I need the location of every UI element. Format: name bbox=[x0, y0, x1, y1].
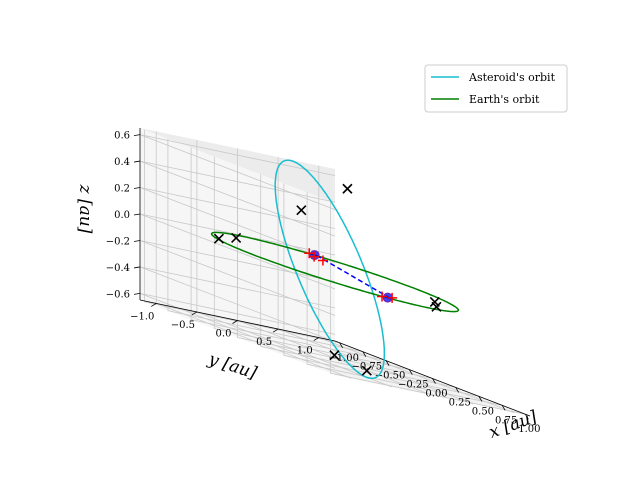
x-tick-label: 0.25 bbox=[449, 397, 471, 408]
line-of-nodes bbox=[317, 255, 391, 299]
grid-x bbox=[329, 201, 526, 415]
legend-label-asteroid: Asteroid's orbit bbox=[468, 71, 556, 84]
y-tick-label: −0.5 bbox=[171, 320, 195, 331]
y-tick-label: −1.0 bbox=[130, 311, 154, 322]
z-tick bbox=[133, 266, 141, 269]
series-asteroid-orbit bbox=[274, 159, 386, 380]
z-tick bbox=[133, 213, 141, 216]
grid-x bbox=[167, 138, 363, 353]
x-tick bbox=[478, 396, 483, 402]
z-tick bbox=[133, 134, 141, 137]
legend: Asteroid's orbit Earth's orbit bbox=[424, 64, 568, 113]
grid-x bbox=[260, 174, 456, 388]
z-tick bbox=[133, 160, 141, 163]
y-tick bbox=[191, 311, 198, 316]
x-tick-label: −0.75 bbox=[352, 362, 383, 373]
grid-x bbox=[283, 183, 479, 397]
axes-panes bbox=[140, 128, 530, 416]
x-tick-label: 0.50 bbox=[472, 406, 494, 417]
legend-box bbox=[424, 64, 568, 113]
x-tick bbox=[362, 351, 367, 357]
x-tick bbox=[455, 387, 460, 393]
cross-marker bbox=[361, 365, 372, 376]
grid-x bbox=[190, 147, 387, 361]
y-tick-label: 1.0 bbox=[297, 346, 313, 357]
plus-marker bbox=[317, 255, 328, 266]
y-tick bbox=[232, 320, 238, 324]
y-tick-label: 0.0 bbox=[216, 329, 232, 340]
x-tick bbox=[432, 378, 436, 384]
cross-marker bbox=[342, 183, 353, 194]
plus-marker bbox=[377, 291, 388, 302]
y-tick bbox=[313, 337, 319, 341]
x-tick bbox=[408, 369, 413, 375]
x-tick-label: −0.25 bbox=[398, 380, 429, 391]
y-tick bbox=[151, 303, 157, 307]
plus-marker bbox=[387, 292, 398, 303]
z-tick-label: 0.2 bbox=[114, 184, 130, 195]
cross-marker bbox=[231, 232, 242, 243]
z-axis-label: z [au] bbox=[75, 184, 95, 234]
z-tick-label: −0.2 bbox=[106, 236, 130, 247]
plus-marker bbox=[309, 251, 320, 262]
cross-marker bbox=[213, 233, 224, 244]
z-tick-label: −0.4 bbox=[106, 263, 130, 274]
z-tick-label: 0.6 bbox=[114, 131, 130, 142]
x-tick bbox=[501, 405, 506, 411]
y-tick bbox=[272, 328, 279, 333]
z-tick-label: −0.6 bbox=[106, 289, 130, 300]
z-tick-label: 0.4 bbox=[114, 157, 130, 168]
y-axis-label: y [au] bbox=[205, 349, 259, 384]
x-tick bbox=[525, 414, 529, 420]
x-tick-label: 0.00 bbox=[425, 389, 447, 400]
z-tick bbox=[133, 187, 141, 189]
plot-data bbox=[210, 159, 460, 380]
x-tick bbox=[339, 342, 343, 348]
cross-marker bbox=[431, 301, 442, 312]
x-tick-label: −0.50 bbox=[375, 371, 406, 382]
z-tick bbox=[133, 240, 141, 242]
z-tick-label: 0.0 bbox=[114, 210, 130, 221]
y-tick-label: 0.5 bbox=[256, 337, 272, 348]
cross-marker bbox=[329, 350, 340, 361]
grid-x bbox=[213, 156, 410, 370]
z-tick bbox=[133, 292, 141, 295]
x-tick-label: 1.00 bbox=[518, 424, 540, 435]
cross-marker bbox=[296, 205, 307, 216]
x-tick-label: 0.75 bbox=[495, 415, 517, 426]
grid-x bbox=[144, 129, 340, 344]
grid-x bbox=[306, 192, 503, 406]
series-earth-orbit bbox=[210, 231, 460, 313]
x-tick bbox=[385, 360, 390, 366]
legend-label-earth: Earth's orbit bbox=[469, 93, 540, 106]
